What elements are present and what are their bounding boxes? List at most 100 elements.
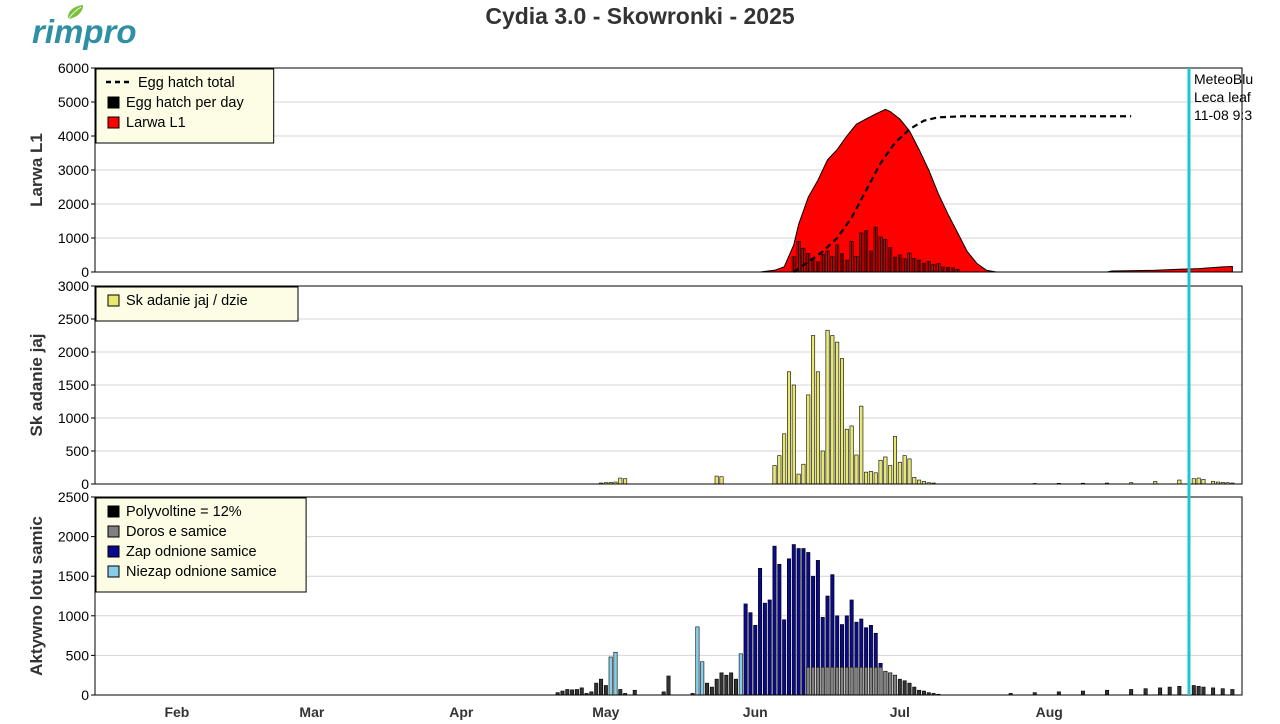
legend-swatch bbox=[107, 505, 120, 518]
egg-laying-bar bbox=[893, 436, 897, 485]
mature-female-bar bbox=[806, 667, 811, 696]
mature-female-bar bbox=[820, 667, 825, 696]
flight-activity-bar bbox=[1201, 686, 1206, 696]
legend-label: Larwa L1 bbox=[126, 115, 186, 131]
flight-activity-bar bbox=[1177, 685, 1182, 696]
source-annotation: Leca leaf bbox=[1194, 89, 1251, 105]
egg-laying-bar bbox=[868, 471, 873, 485]
flight-activity-bar bbox=[1211, 687, 1216, 696]
egg-laying-bar bbox=[844, 428, 849, 485]
flight-activity-bar bbox=[729, 672, 734, 696]
mature-female-bar bbox=[825, 667, 830, 696]
flight-activity-bar bbox=[733, 678, 738, 696]
flight-activity-bar bbox=[709, 686, 714, 696]
mature-female-bar bbox=[844, 667, 849, 696]
flight-activity-bar bbox=[762, 602, 767, 696]
egg-laying-bar bbox=[897, 461, 902, 485]
month-label: Apr bbox=[449, 704, 474, 720]
y-tick-label: 0 bbox=[81, 264, 89, 280]
flight-activity-bar bbox=[603, 685, 608, 696]
y-tick-label: 0 bbox=[81, 476, 89, 492]
flight-activity-bar bbox=[560, 690, 565, 696]
rimpro-logo: rimpro bbox=[30, 2, 160, 52]
plot-border bbox=[94, 67, 1243, 273]
egg-laying-bar bbox=[854, 454, 859, 485]
egg-laying-bar bbox=[907, 458, 912, 485]
flight-activity-bar bbox=[1143, 688, 1148, 696]
egg-laying-bar bbox=[782, 433, 787, 485]
egg-laying-bar bbox=[714, 475, 719, 485]
flight-activity-bar bbox=[897, 678, 902, 696]
flight-activity-bar bbox=[767, 599, 772, 696]
egg-hatch-total-line bbox=[793, 115, 1132, 273]
egg-laying-bar bbox=[815, 371, 820, 485]
y-tick-label: 1000 bbox=[58, 608, 89, 624]
mature-female-bar bbox=[893, 674, 897, 696]
y-tick-label: 6000 bbox=[58, 60, 89, 76]
mature-female-bar bbox=[835, 667, 840, 696]
mature-female-bar bbox=[873, 667, 878, 696]
mature-female-bar bbox=[888, 672, 893, 696]
flight-activity-bar bbox=[632, 689, 637, 696]
egg-laying-bar bbox=[825, 329, 830, 485]
flight-activity-bar bbox=[907, 682, 912, 696]
y-axis-label: Larwa L1 bbox=[27, 133, 46, 207]
egg-laying-bar bbox=[772, 465, 777, 485]
egg-laying-bar bbox=[840, 358, 844, 485]
flight-activity-bar bbox=[796, 548, 801, 696]
legend-swatch bbox=[107, 525, 120, 538]
flight-activity-bar bbox=[791, 544, 796, 696]
y-tick-label: 2000 bbox=[58, 344, 89, 360]
y-tick-label: 2000 bbox=[58, 529, 89, 545]
egg-laying-bar bbox=[883, 456, 888, 485]
month-label: May bbox=[592, 704, 619, 720]
egg-laying-bar bbox=[835, 341, 840, 485]
flight-activity-bar bbox=[618, 689, 623, 696]
flight-activity-bar bbox=[1196, 685, 1201, 696]
egg-laying-bar bbox=[801, 463, 806, 485]
y-tick-label: 2000 bbox=[58, 196, 89, 212]
flight-activity-bar bbox=[1167, 686, 1172, 696]
flight-activity-bar bbox=[700, 661, 705, 696]
flight-activity-bar bbox=[705, 682, 710, 696]
flight-activity-bar bbox=[695, 626, 700, 696]
source-annotation: 11-08 9:3 bbox=[1194, 107, 1252, 123]
mature-female-bar bbox=[811, 667, 816, 696]
y-tick-label: 0 bbox=[81, 687, 89, 703]
egg-laying-bar bbox=[912, 477, 917, 485]
legend-label: Egg hatch per day bbox=[126, 95, 244, 111]
egg-laying-bar bbox=[830, 335, 835, 485]
flight-activity-bar bbox=[570, 689, 575, 696]
flight-activity-bar bbox=[743, 603, 748, 696]
mature-female-bar bbox=[849, 667, 854, 696]
month-label: Mar bbox=[299, 704, 324, 720]
flight-activity-bar bbox=[1191, 685, 1196, 696]
egg-laying-bar bbox=[719, 476, 724, 485]
y-tick-label: 2500 bbox=[58, 489, 89, 505]
legend-swatch bbox=[107, 116, 120, 129]
egg-laying-bar bbox=[1196, 477, 1201, 485]
egg-laying-bar bbox=[873, 472, 878, 485]
egg-laying-bar bbox=[820, 450, 825, 485]
y-tick-label: 1500 bbox=[58, 377, 89, 393]
y-tick-label: 2500 bbox=[58, 311, 89, 327]
y-axis-label: Aktywno lotu samic bbox=[27, 516, 46, 676]
egg-laying-bar bbox=[811, 335, 816, 485]
flight-activity-bar bbox=[1105, 689, 1110, 696]
y-tick-label: 1000 bbox=[58, 410, 89, 426]
y-axis-label: Sk adanie jaj bbox=[27, 334, 46, 437]
y-tick-label: 1000 bbox=[58, 230, 89, 246]
y-tick-label: 4000 bbox=[58, 128, 89, 144]
mature-female-bar bbox=[864, 667, 869, 696]
flight-activity-bar bbox=[599, 678, 604, 696]
flight-activity-bar bbox=[801, 548, 806, 696]
egg-laying-bar bbox=[1201, 479, 1206, 485]
legend-label: Doros e samice bbox=[126, 524, 227, 540]
legend-label: Polyvoltine = 12% bbox=[126, 504, 242, 520]
flight-activity-bar bbox=[594, 682, 599, 696]
legend-label: Zap odnione samice bbox=[126, 544, 257, 560]
flight-activity-bar bbox=[917, 689, 922, 696]
leaf-icon bbox=[67, 5, 83, 20]
egg-laying-bar bbox=[917, 479, 922, 485]
